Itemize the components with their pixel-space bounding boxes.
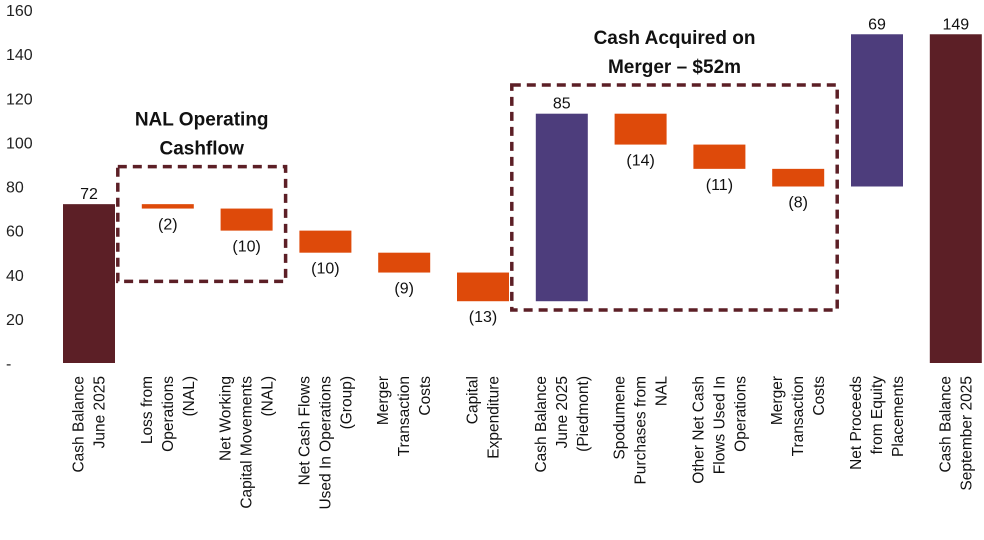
y-tick-label: 60 (6, 224, 24, 241)
category-label-line: Other Net Cash (690, 376, 707, 484)
data-label: 85 (553, 96, 571, 113)
bar-negative (693, 144, 746, 169)
category-label-line: Net Cash Flows (296, 376, 313, 486)
category-label-line: Cash Balance (533, 376, 550, 473)
bar-negative (220, 208, 273, 231)
annotation-boxes (116, 83, 839, 312)
category-label: Loss from Operations (NAL) (139, 376, 198, 452)
category-label-line: Capital (465, 376, 482, 424)
category-label-line: Net Working (218, 376, 235, 461)
data-label: (13) (469, 309, 497, 326)
category-label: Spodumene Purchases from NAL (612, 376, 671, 485)
annotation-titles: NAL Operating Cashflow Cash Acquired on Mer… (135, 28, 756, 160)
category-label: Net Working Capital Movements (NAL) (218, 376, 277, 509)
bar-total (63, 204, 115, 363)
data-label: (11) (706, 177, 733, 194)
y-tick-label: 140 (6, 47, 33, 64)
category-label: Cash Balance June 2025 (71, 376, 109, 473)
category-label-line: (Piedmont) (575, 376, 592, 452)
category-label-line: Placements (890, 376, 907, 457)
category-label-line: Loss from (139, 376, 156, 444)
category-label-line: June 2025 (554, 376, 571, 448)
category-label-line: Flows Used In (711, 376, 728, 474)
y-tick-label: 40 (6, 268, 24, 285)
annotation-title-line: NAL Operating (135, 110, 269, 131)
data-label: (14) (626, 153, 654, 170)
category-label-line: September 2025 (958, 376, 975, 491)
category-label-line: June 2025 (92, 376, 109, 448)
category-label-line: NAL (654, 376, 671, 407)
category-label: Merger Transaction Costs (375, 376, 434, 457)
bar-negative (141, 204, 194, 209)
category-label-line: Spodumene (612, 376, 629, 460)
bar-negative (378, 252, 431, 273)
data-label: (9) (394, 281, 414, 298)
y-tick-label: - (6, 356, 11, 373)
category-label-line: Net Proceeds (848, 376, 865, 470)
bar-negative (299, 230, 352, 253)
bar-positive (851, 34, 903, 187)
category-label: Net Cash Flows Used In Operations (Group) (296, 376, 355, 510)
category-label: Net Proceeds from Equity Placements (848, 376, 907, 470)
data-label: 149 (942, 16, 969, 33)
category-label-line: (NAL) (181, 376, 198, 416)
data-label: 72 (80, 186, 98, 203)
annotation-title-line: Merger – $52m (608, 57, 741, 78)
category-label: Merger Transaction Costs (769, 376, 828, 457)
category-label-line: Merger (375, 376, 392, 425)
data-label: (10) (311, 261, 339, 278)
category-label-line: Transaction (396, 376, 413, 456)
category-label-line: Operations (732, 376, 749, 452)
category-label: Cash Balance September 2025 (937, 376, 975, 491)
bar-negative (614, 113, 667, 145)
category-label-line: Costs (417, 376, 434, 416)
bar-total (929, 34, 982, 364)
category-label-line: Costs (811, 376, 828, 416)
y-tick-label: 20 (6, 312, 24, 329)
category-label: Capital Expenditure (465, 376, 503, 459)
y-tick-label: 120 (6, 91, 33, 108)
category-label-line: Expenditure (486, 376, 503, 459)
y-tick-label: 80 (6, 180, 24, 197)
bar-negative (772, 168, 825, 187)
category-labels: Cash Balance June 2025 Loss from Operations… (71, 376, 976, 510)
data-labels: 72 (2) (10) (10) (9) (13) 85 (14) (11) (8) 69 149 (80, 16, 969, 326)
category-label-line: Purchases from (633, 376, 650, 485)
annotation-box (510, 83, 839, 312)
category-label-line: Cash Balance (71, 376, 88, 473)
y-axis: - 20 40 60 80 100 120 140 160 (6, 3, 33, 373)
category-label-line: Operations (160, 376, 177, 452)
data-label: 69 (868, 16, 886, 33)
category-label: Cash Balance June 2025 (Piedmont) (533, 376, 592, 473)
annotation-title-line: Cashflow (159, 139, 244, 160)
data-label: (10) (232, 239, 260, 256)
bar-negative (457, 272, 509, 302)
category-label-line: Capital Movements (239, 376, 256, 509)
y-tick-label: 100 (6, 135, 33, 152)
y-tick-label: 160 (6, 3, 33, 20)
annotation-box (116, 164, 288, 284)
category-label-line: Merger (769, 376, 786, 425)
bars (63, 34, 982, 364)
bar-positive (535, 113, 588, 302)
category-label-line: Used In Operations (317, 376, 334, 510)
category-label-line: Cash Balance (937, 376, 954, 473)
category-label-line: (NAL) (260, 376, 277, 416)
category-label-line: Transaction (790, 376, 807, 456)
category-label-line: from Equity (869, 376, 886, 455)
data-label: (2) (158, 217, 178, 234)
category-label: Other Net Cash Flows Used In Operations (690, 376, 749, 484)
annotation-title-line: Cash Acquired on (594, 28, 756, 49)
category-label-line: (Group) (338, 376, 355, 429)
data-label: (8) (788, 195, 808, 212)
